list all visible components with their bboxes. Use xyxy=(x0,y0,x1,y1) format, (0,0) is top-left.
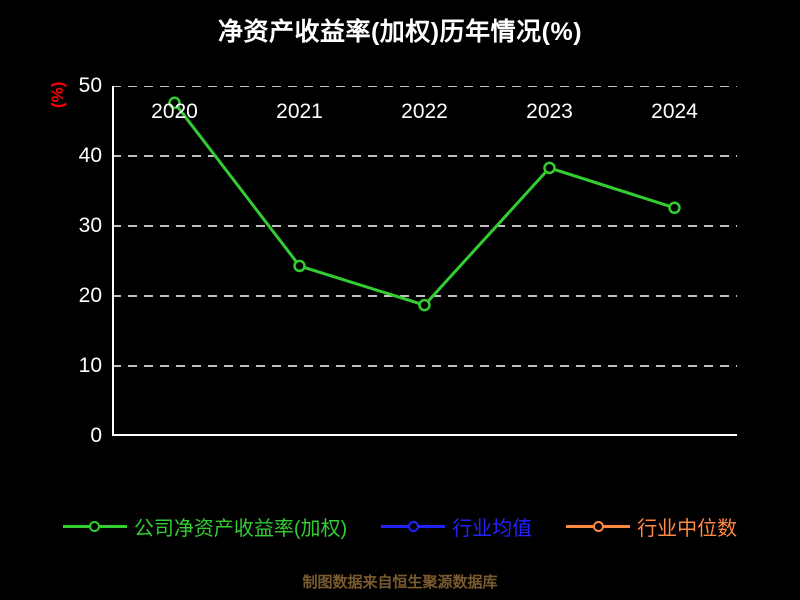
plot-frame xyxy=(112,86,737,436)
data-point xyxy=(293,259,306,273)
legend-item[interactable]: 行业中位数 xyxy=(566,512,737,541)
legend-marker-icon xyxy=(89,521,101,532)
x-tick-label: 2020 xyxy=(151,100,198,123)
y-tick-label: 50 xyxy=(78,74,102,97)
legend-line-swatch xyxy=(381,521,446,532)
legend-line-swatch xyxy=(566,521,631,532)
y-tick-label: 30 xyxy=(78,214,102,237)
legend-label: 公司净资产收益率(加权) xyxy=(133,518,348,540)
legend-marker-icon xyxy=(592,521,604,532)
y-tick-label: 20 xyxy=(78,284,102,307)
legend-label: 行业中位数 xyxy=(637,518,738,540)
page-title: 净资产收益率(加权)历年情况(%) xyxy=(217,18,583,46)
legend-line-swatch xyxy=(62,521,127,532)
x-tick-label: 2024 xyxy=(651,100,698,123)
x-tick-label: 2021 xyxy=(276,100,323,123)
x-tick-label: 2023 xyxy=(526,100,573,123)
plot-svg xyxy=(112,86,737,367)
x-tick-label: 2022 xyxy=(401,100,448,123)
footnote: 制图数据来自恒生聚源数据库 xyxy=(302,574,498,591)
data-point xyxy=(168,96,181,110)
data-point xyxy=(668,201,681,215)
data-point xyxy=(543,161,556,175)
y-tick-label: 0 xyxy=(90,424,102,447)
legend-marker-icon xyxy=(407,521,419,532)
legend-item[interactable]: 行业均值 xyxy=(381,512,532,541)
data-point xyxy=(418,298,431,312)
y-tick-label: 10 xyxy=(78,354,102,377)
plot-area: 0 10 20 30 40 50 2020 2021 2022 2023 2024 xyxy=(79,74,737,447)
legend-label: 行业均值 xyxy=(452,518,533,540)
legend-item[interactable]: 公司净资产收益率(加权) xyxy=(62,512,348,541)
chart-legend: 公司净资产收益率(加权) 行业均值 行业中位数 xyxy=(0,512,800,541)
y-tick-label: 40 xyxy=(78,144,102,167)
